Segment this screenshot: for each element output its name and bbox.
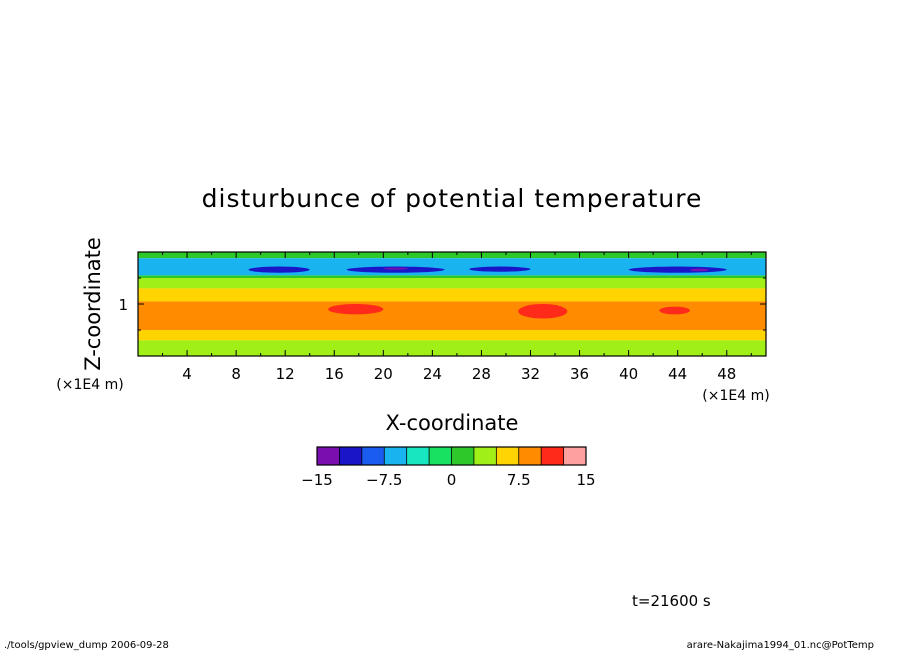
heatmap-band-0: [138, 252, 766, 259]
y-axis-label: Z-coordinate: [81, 237, 105, 371]
heatmap-feature-7: [518, 304, 568, 319]
y-axis: 1: [118, 277, 766, 331]
heatmap-feature-8: [659, 306, 690, 315]
chart-title: disturbunce of potential temperature: [202, 184, 703, 213]
footer-right: arare-Nakajima1994_01.nc@PotTemp: [686, 640, 874, 651]
colorbar-label-3: 7.5: [507, 471, 531, 489]
x-axis: 4 8 12 16 20 24 28 32 36 40 44 48: [162, 252, 752, 383]
colorbar-swatch-7: [473, 447, 497, 465]
colorbar-swatch-8: [496, 447, 519, 465]
colorbar-label-1: −7.5: [366, 471, 402, 489]
y-tick-label-1: 1: [118, 296, 128, 314]
colorbar-label-0: −15: [301, 471, 333, 489]
y-axis-unit: (×1E4 m): [56, 377, 123, 393]
x-tick-label-48: 48: [717, 365, 736, 383]
heatmap-feature-6: [328, 304, 384, 315]
colorbar-swatch-9: [518, 447, 542, 465]
x-tick-label-36: 36: [570, 365, 589, 383]
colorbar-swatch-0: [317, 447, 340, 465]
colorbar-frame: [316, 446, 587, 466]
x-tick-label-12: 12: [276, 365, 295, 383]
colorbar-label-2: 0: [447, 471, 457, 489]
heatmap-band-2: [138, 275, 766, 278]
x-tick-label-20: 20: [374, 365, 393, 383]
x-tick-label-24: 24: [423, 365, 442, 383]
colorbar-swatch-5: [429, 447, 452, 465]
x-tick-label-28: 28: [472, 365, 491, 383]
heatmap-feature-5: [689, 268, 709, 272]
time-label: t=21600 s: [632, 592, 711, 610]
colorbar-swatch-4: [406, 447, 430, 465]
x-axis-unit: (×1E4 m): [702, 388, 769, 404]
heatmap-feature-0: [248, 266, 310, 273]
colorbar-swatch-6: [451, 447, 474, 465]
colorbar-swatch-10: [541, 447, 564, 465]
footer-left: ./tools/gpview_dump 2006-09-28: [4, 640, 169, 651]
x-tick-label-16: 16: [325, 365, 344, 383]
colorbar-swatch-3: [384, 447, 407, 465]
heatmap-feature-2: [383, 267, 408, 270]
heatmap-band-4: [138, 288, 766, 302]
x-axis-label: X-coordinate: [386, 411, 519, 435]
heatmap-band-6: [138, 330, 766, 341]
heatmap-plot-area: [138, 252, 766, 356]
colorbar: −15 −7.5 0 7.5 15: [301, 446, 596, 489]
colorbar-label-4: 15: [576, 471, 595, 489]
colorbar-swatch-11: [563, 447, 586, 465]
heatmap-feature-4: [628, 266, 727, 273]
colorbar-swatch-1: [339, 447, 362, 465]
x-tick-label-44: 44: [668, 365, 687, 383]
colorbar-swatch-2: [361, 447, 385, 465]
x-tick-label-4: 4: [182, 365, 192, 383]
x-tick-label-40: 40: [619, 365, 638, 383]
x-tick-label-8: 8: [231, 365, 241, 383]
heatmap-band-7: [138, 340, 766, 356]
heatmap-band-5: [138, 301, 766, 330]
heatmap-band-3: [138, 278, 766, 289]
x-tick-label-32: 32: [521, 365, 540, 383]
heatmap-feature-3: [469, 266, 531, 272]
